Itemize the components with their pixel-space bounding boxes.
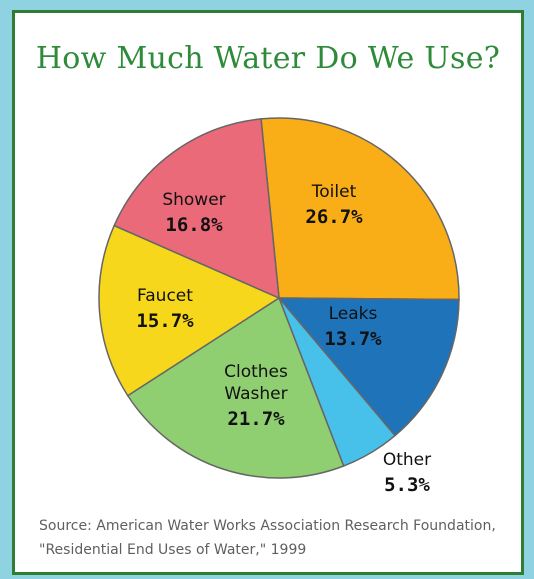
pie-chart: Toilet 26.7% Leaks 13.7% Other 5.3% Clothes Was… [98,117,460,496]
pie-label-leaks: Leaks [329,304,378,324]
pie-slice-clothes-washer [126,296,345,479]
pie-slice-faucet [98,224,281,397]
pie-slice-shower [113,118,280,300]
pie-value-other: 5.3% [384,474,430,496]
source-note: Source: American Water Works Association… [39,518,496,558]
pie-value-leaks: 13.7% [324,328,382,350]
pie-label-other: Other [383,450,431,470]
pie-value-faucet: 15.7% [136,310,194,332]
pie-value-shower: 16.8% [165,214,223,236]
pie-label-faucet: Faucet [137,286,193,306]
pie-label-toilet: Toilet [311,182,357,202]
chart-title: How Much Water Do We Use? [35,41,501,76]
pie-slice-leaks [277,297,460,437]
pie-label-shower: Shower [162,190,225,210]
pie-value-clothes-washer: 21.7% [227,408,285,430]
pie-slice-toilet [260,117,460,301]
pie-label-clothes-washer: Clothes Washer [224,362,288,404]
chart-frame: How Much Water Do We Use? Toilet 26.7% Lea… [12,10,524,575]
pie-value-toilet: 26.7% [305,206,363,228]
